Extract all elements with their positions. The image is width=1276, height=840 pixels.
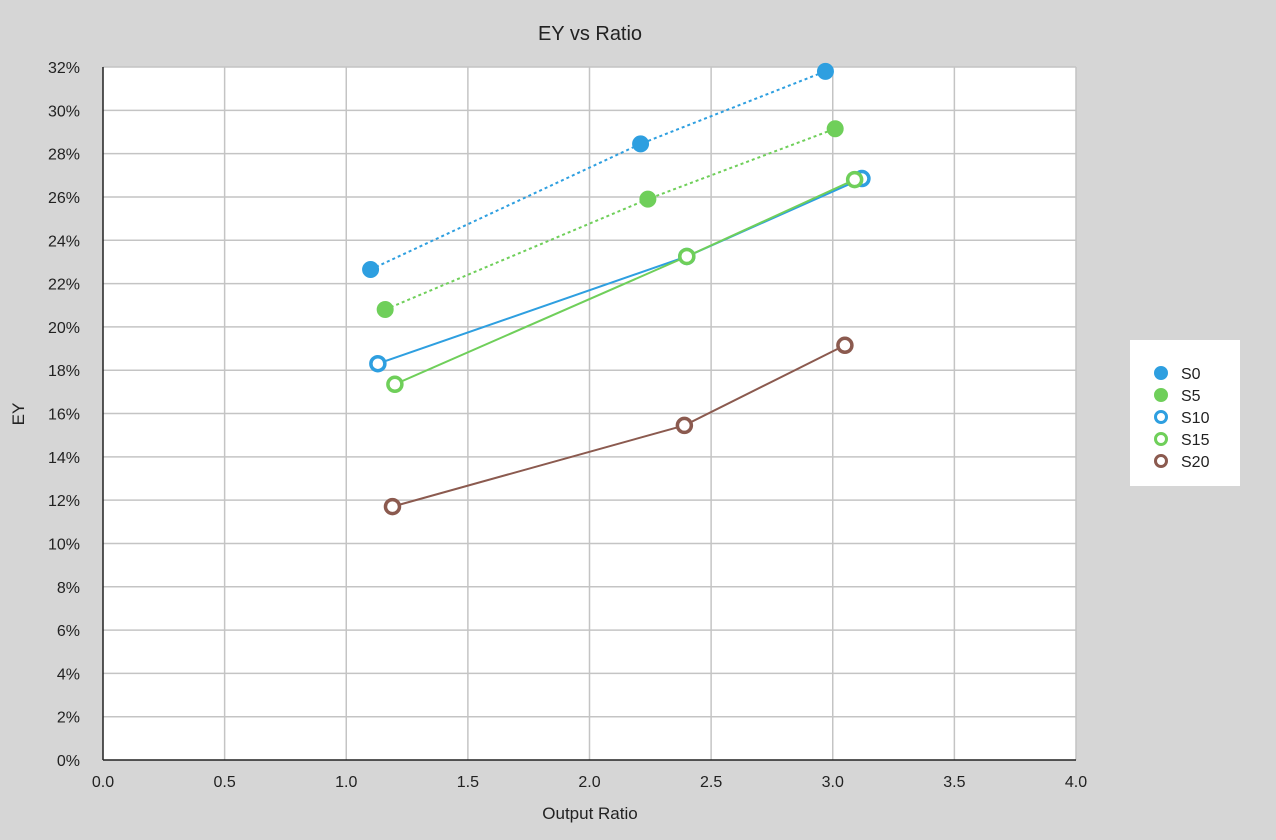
legend-item-s10: S10 <box>1154 410 1210 427</box>
x-axis-title: Output Ratio <box>542 804 637 823</box>
y-tick-label: 2% <box>57 710 80 727</box>
series <box>362 62 871 516</box>
legend-label: S15 <box>1181 432 1210 449</box>
x-tick-label: 3.0 <box>822 774 844 791</box>
y-tick-label: 0% <box>57 753 80 770</box>
y-tick-label: 30% <box>48 103 80 120</box>
y-tick-label: 10% <box>48 536 80 553</box>
data-point <box>836 336 854 355</box>
y-tick-label: 14% <box>48 450 80 467</box>
legend-marker <box>1154 410 1168 424</box>
legend-item-s15: S15 <box>1154 432 1210 449</box>
legend-marker <box>1154 432 1168 446</box>
series-s0 <box>362 62 834 278</box>
y-tick-label: 8% <box>57 580 80 597</box>
y-tick-label: 12% <box>48 493 80 510</box>
legend: S0 S5 S10 S15 S20 <box>1130 340 1240 486</box>
y-tick-label: 16% <box>48 407 80 424</box>
data-point <box>675 416 694 435</box>
x-tick-label: 3.5 <box>943 774 965 791</box>
data-point <box>369 354 387 373</box>
grid <box>103 66 1077 760</box>
y-tick-label: 24% <box>48 233 80 250</box>
x-tick-label: 1.0 <box>335 774 357 791</box>
data-point <box>383 497 402 516</box>
legend-marker <box>1154 454 1168 468</box>
legend-item-s0: S0 <box>1154 366 1201 383</box>
data-point <box>632 135 650 153</box>
y-tick-label: 32% <box>48 60 80 77</box>
series-s20 <box>383 336 854 516</box>
y-tick-label: 4% <box>57 666 80 683</box>
legend-marker <box>1154 388 1168 402</box>
data-point <box>639 190 657 208</box>
y-axis-title: EY <box>9 403 28 426</box>
chart-title: EY vs Ratio <box>538 23 642 45</box>
data-point <box>678 247 696 266</box>
data-point <box>362 260 380 278</box>
x-tick-label: 0.5 <box>214 774 236 791</box>
series-s5 <box>376 120 844 319</box>
legend-marker <box>1154 366 1168 380</box>
y-tick-label: 22% <box>48 277 80 294</box>
y-tick-label: 20% <box>48 320 80 337</box>
legend-label: S0 <box>1181 366 1201 383</box>
data-point <box>816 62 834 80</box>
data-point <box>376 301 394 319</box>
legend-label: S5 <box>1181 388 1201 405</box>
axes: 0.0 0.5 1.0 1.5 2.0 2.5 3.0 3.5 4.0 0% 2% 4% 6% 8% 10%… <box>48 60 1087 791</box>
legend-label: S20 <box>1181 454 1210 471</box>
y-tick-label: 28% <box>48 147 80 164</box>
x-tick-label: 4.0 <box>1065 774 1087 791</box>
x-tick-label: 0.0 <box>92 774 114 791</box>
data-point <box>386 375 404 394</box>
y-tick-label: 6% <box>57 623 80 640</box>
x-tick-label: 1.5 <box>457 774 479 791</box>
y-tick-label: 26% <box>48 190 80 207</box>
x-tick-label: 2.0 <box>578 774 600 791</box>
legend-box <box>1130 340 1240 486</box>
x-tick-label: 2.5 <box>700 774 722 791</box>
legend-item-s20: S20 <box>1154 454 1210 471</box>
legend-item-s5: S5 <box>1154 388 1201 405</box>
data-point <box>826 120 844 138</box>
legend-label: S10 <box>1181 410 1210 427</box>
series-s15 <box>386 170 864 394</box>
data-point <box>845 170 864 189</box>
y-tick-label: 18% <box>48 363 80 380</box>
